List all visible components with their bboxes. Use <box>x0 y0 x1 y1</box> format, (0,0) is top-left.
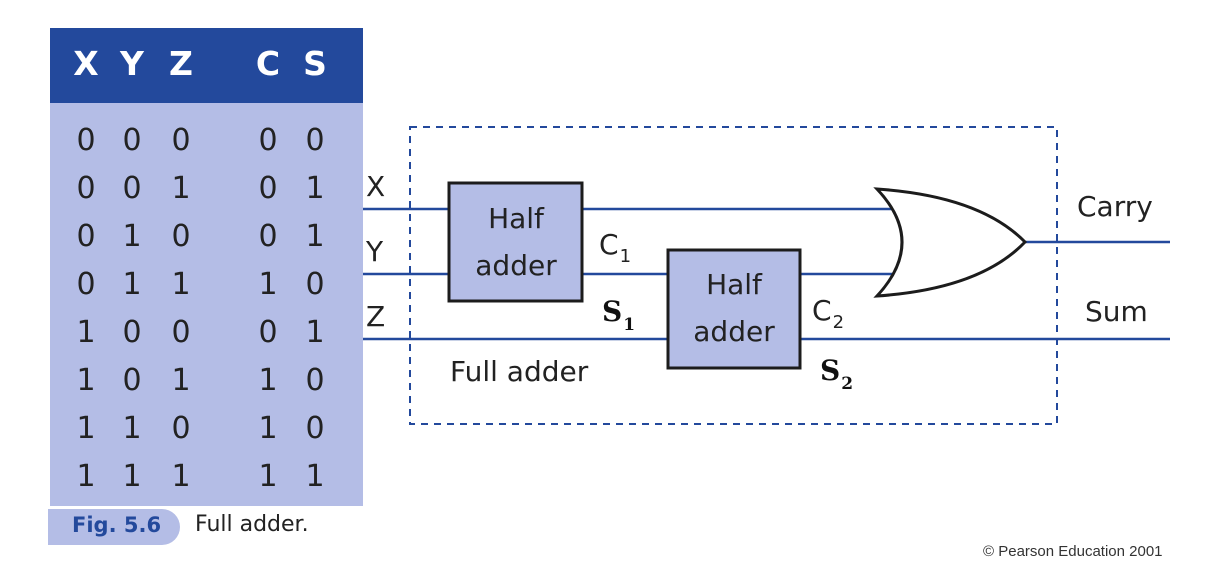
input-z-label: Z <box>366 300 385 333</box>
table-cell: 0 <box>122 123 142 158</box>
table-cell: 0 <box>76 123 96 158</box>
table-cell: 1 <box>171 267 191 302</box>
header-s: S <box>303 44 327 83</box>
table-cell: 0 <box>171 411 191 446</box>
table-cell: 1 <box>171 171 191 206</box>
table-cell: 0 <box>258 219 278 254</box>
table-cell: 1 <box>258 267 278 302</box>
table-cell: 0 <box>258 315 278 350</box>
table-cell: 1 <box>122 411 142 446</box>
half-adder-2-label-line2: adder <box>693 315 775 348</box>
table-cell: 0 <box>122 315 142 350</box>
table-cell: 1 <box>171 363 191 398</box>
carry-label: Carry <box>1077 190 1153 223</box>
half-adder-1-box <box>447 181 584 303</box>
table-cell: 1 <box>258 411 278 446</box>
table-cell: 0 <box>76 267 96 302</box>
table-cell: 1 <box>305 219 325 254</box>
table-cell: 1 <box>258 459 278 494</box>
table-cell: 1 <box>258 363 278 398</box>
half-adder-1-label-line2: adder <box>475 249 557 282</box>
table-cell: 0 <box>171 315 191 350</box>
header-c: C <box>255 44 281 83</box>
table-cell: 0 <box>122 171 142 206</box>
table-cell: 1 <box>171 459 191 494</box>
half-adder-2-box <box>666 248 802 370</box>
table-cell: 1 <box>305 459 325 494</box>
table-cell: 0 <box>258 171 278 206</box>
figure-number-badge: Fig. 5.6 <box>48 509 180 545</box>
table-cell: 1 <box>122 219 142 254</box>
table-cell: 0 <box>76 171 96 206</box>
table-cell: 1 <box>122 459 142 494</box>
table-cell: 1 <box>76 459 96 494</box>
table-cell: 1 <box>76 315 96 350</box>
table-cell: 0 <box>305 267 325 302</box>
header-z: Z <box>169 44 193 83</box>
table-cell: 1 <box>76 363 96 398</box>
table-cell: 1 <box>76 411 96 446</box>
full-adder-label: Full adder <box>450 355 589 388</box>
table-cell: 0 <box>305 363 325 398</box>
table-cell: 1 <box>305 171 325 206</box>
table-cell: 0 <box>258 123 278 158</box>
table-cell: 0 <box>171 219 191 254</box>
table-cell: 1 <box>305 315 325 350</box>
table-cell: 0 <box>76 219 96 254</box>
copyright-notice: © Pearson Education 2001 <box>983 543 1163 560</box>
full-adder-boundary <box>409 126 1058 425</box>
table-cell: 0 <box>171 123 191 158</box>
wires <box>363 207 1170 341</box>
table-cell: 0 <box>122 363 142 398</box>
s1-label: S1 <box>602 295 635 335</box>
half-adder-2-label-line1: Half <box>706 268 763 301</box>
input-y-label: Y <box>365 235 384 268</box>
sum-label: Sum <box>1085 295 1148 328</box>
figure-caption: Full adder. <box>195 512 309 537</box>
header-x: X <box>73 44 99 83</box>
table-cell: 0 <box>305 123 325 158</box>
figure-number: Fig. 5.6 <box>72 513 162 537</box>
c1-label: C1 <box>599 228 631 267</box>
truth-table-header: X Y Z C S <box>50 28 363 103</box>
header-y: Y <box>120 44 144 83</box>
s2-label: S2 <box>820 354 853 394</box>
half-adder-1-label-line1: Half <box>488 202 545 235</box>
or-gate <box>873 187 1028 298</box>
c2-label: C2 <box>812 294 844 333</box>
input-x-label: X <box>366 170 385 203</box>
table-cell: 0 <box>305 411 325 446</box>
table-cell: 1 <box>122 267 142 302</box>
